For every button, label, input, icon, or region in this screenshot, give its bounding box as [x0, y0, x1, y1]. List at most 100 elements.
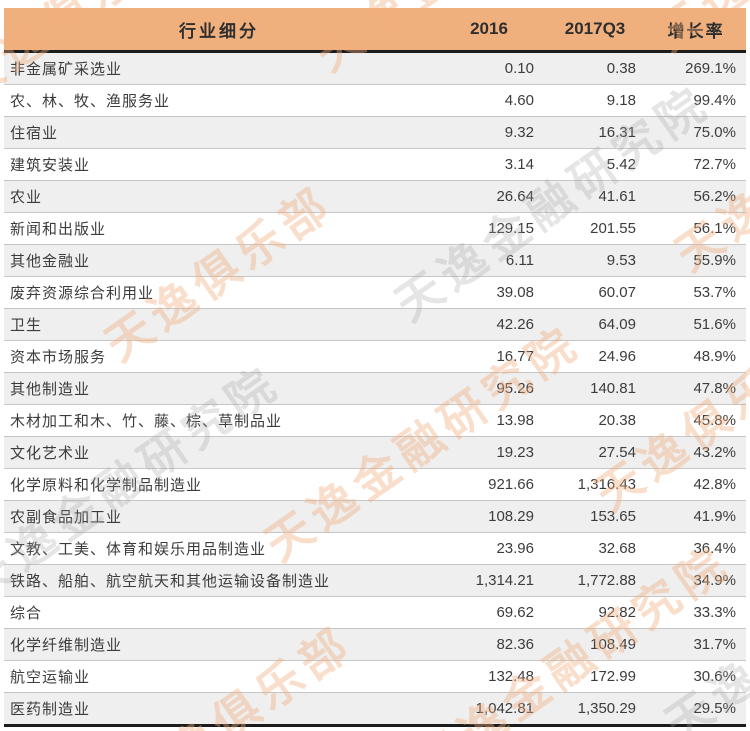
cell-2017q3-value: 140.81	[590, 380, 636, 397]
cell-2017q3-value: 1,350.29	[577, 700, 636, 717]
cell-industry: 木材加工和木、竹、藤、棕、草制品业	[10, 413, 283, 430]
cell-2016-value: 921.66	[488, 476, 534, 493]
cell-2017q3-value: 9.18	[606, 92, 636, 109]
table-row: 新闻和出版业 129.15 201.55 56.1%	[4, 212, 746, 244]
cell-2016-value: 1,042.81	[475, 700, 534, 717]
cell-growth-rate: 29.5%	[693, 700, 736, 717]
cell-growth-rate: 269.1%	[685, 60, 736, 77]
cell-industry: 化学纤维制造业	[10, 637, 123, 654]
cell-growth-rate: 31.7%	[693, 636, 736, 653]
table-row: 其他制造业 95.26 140.81 47.8%	[4, 372, 746, 404]
cell-growth-rate: 56.1%	[693, 220, 736, 237]
cell-growth-rate: 72.7%	[693, 156, 736, 173]
cell-2016-value: 3.14	[504, 156, 534, 173]
cell-2016-value: 132.48	[488, 668, 534, 685]
cell-2017q3-value: 32.68	[598, 540, 636, 557]
table-row: 铁路、船舶、航空航天和其他运输设备制造业 1,314.21 1,772.88 3…	[4, 564, 746, 596]
cell-growth-rate: 34.9%	[693, 572, 736, 589]
cell-2016-value: 39.08	[496, 284, 534, 301]
cell-2016-value: 13.98	[496, 412, 534, 429]
table-row: 建筑安装业 3.14 5.42 72.7%	[4, 148, 746, 180]
cell-industry: 医药制造业	[10, 701, 91, 718]
table-row: 文教、工美、体育和娱乐用品制造业 23.96 32.68 36.4%	[4, 532, 746, 564]
cell-industry: 新闻和出版业	[10, 221, 107, 238]
cell-industry: 化学原料和化学制品制造业	[10, 477, 203, 494]
cell-growth-rate: 36.4%	[693, 540, 736, 557]
cell-2017q3-value: 201.55	[590, 220, 636, 237]
cell-industry: 文教、工美、体育和娱乐用品制造业	[10, 541, 267, 558]
table-row: 废弃资源综合利用业 39.08 60.07 53.7%	[4, 276, 746, 308]
cell-industry: 铁路、船舶、航空航天和其他运输设备制造业	[10, 573, 331, 590]
cell-growth-rate: 30.6%	[693, 668, 736, 685]
cell-2017q3-value: 1,316.43	[577, 476, 636, 493]
table-row: 航空运输业 132.48 172.99 30.6%	[4, 660, 746, 692]
cell-2017q3-value: 20.38	[598, 412, 636, 429]
cell-2016-value: 26.64	[496, 188, 534, 205]
table-row: 住宿业 9.32 16.31 75.0%	[4, 116, 746, 148]
cell-industry: 卫生	[10, 317, 43, 334]
cell-2017q3-value: 64.09	[598, 316, 636, 333]
table-row: 综合 69.62 92.82 33.3%	[4, 596, 746, 628]
table-row: 农、林、牧、渔服务业 4.60 9.18 99.4%	[4, 84, 746, 116]
cell-growth-rate: 55.9%	[693, 252, 736, 269]
cell-growth-rate: 48.9%	[693, 348, 736, 365]
cell-industry: 废弃资源综合利用业	[10, 285, 155, 302]
cell-industry: 其他制造业	[10, 381, 91, 398]
cell-growth-rate: 43.2%	[693, 444, 736, 461]
cell-industry: 农业	[10, 189, 43, 206]
cell-2017q3-value: 153.65	[590, 508, 636, 525]
cell-2017q3-value: 27.54	[598, 444, 636, 461]
cell-2017q3-value: 5.42	[606, 156, 636, 173]
cell-industry: 建筑安装业	[10, 157, 91, 174]
cell-industry: 航空运输业	[10, 669, 91, 686]
header-industry-segment: 行业细分	[179, 21, 259, 41]
cell-industry: 农、林、牧、渔服务业	[10, 93, 171, 110]
cell-growth-rate: 56.2%	[693, 188, 736, 205]
cell-2017q3-value: 60.07	[598, 284, 636, 301]
cell-2016-value: 42.26	[496, 316, 534, 333]
cell-growth-rate: 99.4%	[693, 92, 736, 109]
cell-industry: 非金属矿采选业	[10, 61, 123, 78]
cell-2016-value: 1,314.21	[475, 572, 534, 589]
table-row: 其他金融业 6.11 9.53 55.9%	[4, 244, 746, 276]
table-row: 卫生 42.26 64.09 51.6%	[4, 308, 746, 340]
cell-growth-rate: 75.0%	[693, 124, 736, 141]
table-row: 资本市场服务 16.77 24.96 48.9%	[4, 340, 746, 372]
cell-2017q3-value: 9.53	[606, 252, 636, 269]
cell-industry: 其他金融业	[10, 253, 91, 270]
table-body: 非金属矿采选业 0.10 0.38 269.1% 农、林、牧、渔服务业 4.60…	[4, 53, 746, 727]
cell-2016-value: 23.96	[496, 540, 534, 557]
cell-growth-rate: 41.9%	[693, 508, 736, 525]
cell-2016-value: 82.36	[496, 636, 534, 653]
cell-industry: 文化艺术业	[10, 445, 91, 462]
cell-2016-value: 4.60	[504, 92, 534, 109]
cell-2016-value: 16.77	[496, 348, 534, 365]
table-row: 木材加工和木、竹、藤、棕、草制品业 13.98 20.38 45.8%	[4, 404, 746, 436]
table-header-row: 行业细分 2016 2017Q3 增长率	[4, 8, 746, 53]
table-row: 农业 26.64 41.61 56.2%	[4, 180, 746, 212]
cell-industry: 综合	[10, 605, 43, 622]
cell-2016-value: 69.62	[496, 604, 534, 621]
cell-2017q3-value: 172.99	[590, 668, 636, 685]
cell-2017q3-value: 24.96	[598, 348, 636, 365]
header-growth-rate: 增长率	[667, 21, 725, 41]
table-row: 医药制造业 1,042.81 1,350.29 29.5%	[4, 692, 746, 724]
cell-growth-rate: 47.8%	[693, 380, 736, 397]
cell-growth-rate: 33.3%	[693, 604, 736, 621]
cell-2017q3-value: 41.61	[598, 188, 636, 205]
cell-2017q3-value: 108.49	[590, 636, 636, 653]
cell-2016-value: 108.29	[488, 508, 534, 525]
cell-growth-rate: 53.7%	[693, 284, 736, 301]
cell-2017q3-value: 1,772.88	[577, 572, 636, 589]
cell-2016-value: 6.11	[505, 252, 534, 269]
cell-industry: 住宿业	[10, 125, 59, 142]
cell-2016-value: 95.26	[496, 380, 534, 397]
cell-2016-value: 19.23	[496, 444, 534, 461]
table-row: 化学原料和化学制品制造业 921.66 1,316.43 42.8%	[4, 468, 746, 500]
cell-2017q3-value: 16.31	[598, 124, 636, 141]
cell-2016-value: 129.15	[488, 220, 534, 237]
cell-growth-rate: 45.8%	[693, 412, 736, 429]
header-2017q3: 2017Q3	[564, 19, 626, 38]
cell-growth-rate: 51.6%	[693, 316, 736, 333]
cell-growth-rate: 42.8%	[693, 476, 736, 493]
